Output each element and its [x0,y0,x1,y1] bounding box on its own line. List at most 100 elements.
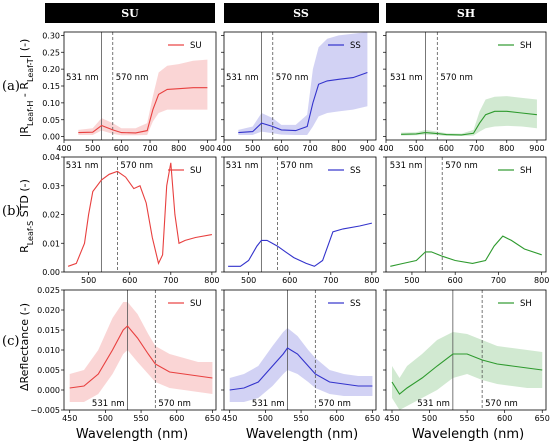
panel-a-su: 400 500 600 700 800 900 0.00 0.05 0.10 0.15 0.20 0.… [42,31,217,153]
annotation-531nm-a-ss: 531 nm [226,73,259,83]
std-band-a-su [78,59,208,136]
y-tick-label-b-su: 0.02 [42,211,60,220]
x-tick-label-b-su: 700 [163,276,178,285]
y-tick-label-c-su: 0.000 [37,386,60,395]
x-tick-label-a-su: 800 [171,144,186,153]
header-bar-su [45,3,215,23]
annotation-570nm-a-sh: 570 nm [440,73,473,83]
x-tick-label-b-sh: 500 [404,276,419,285]
annotation-570nm-b-sh: 570 nm [445,161,478,171]
y-tick-label-a-su: 0.30 [42,31,60,40]
std-band-c-sh [392,332,543,410]
header-label-su: SU [121,7,139,20]
y-tick-label-b-su: 0.00 [42,268,60,277]
x-tick-label-c-sh: 500 [422,414,437,423]
x-tick-label-c-ss: 550 [293,414,308,423]
x-tick-label-b-su: 800 [204,276,219,285]
panel-c-su: 450 500 550 600 650 −0.005 0.000 0.005 0.010 0.01… [30,286,220,423]
row-label-c: (c) [2,334,19,349]
x-tick-label-a-su: 600 [114,144,129,153]
row-label-b: (b) [2,204,20,219]
mean-line-a-su [78,87,208,134]
annotation-570nm-c-ss: 570 nm [318,399,351,409]
std-band-c-su [69,302,213,402]
y-tick-label-b-su: 0.01 [42,239,60,248]
legend-label-b-ss: SS [350,166,361,176]
x-tick-label-a-su: 500 [85,144,100,153]
x-tick-label-c-sh: 550 [459,414,474,423]
x-tick-label-a-su: 400 [56,144,71,153]
x-axis-label-ss: Wavelength (nm) [246,427,358,442]
x-tick-label-b-sh: 800 [534,276,549,285]
y-axis-label-c: ΔReflectance (-) [18,303,31,391]
x-tick-label-b-ss: 500 [241,276,256,285]
x-axis-label-su: Wavelength (nm) [76,427,188,442]
y-tick-label-c-su: 0.025 [37,286,60,295]
mean-line-c-sh [391,353,543,395]
x-tick-label-c-su: 500 [98,414,113,423]
x-tick-label-c-ss: 500 [258,414,273,423]
annotation-570nm-b-ss: 570 nm [280,161,313,171]
legend-label-a-sh: SH [520,41,532,51]
x-tick-label-a-su: 900 [200,144,215,153]
panel-b-sh: 500 600 700 800 531 nm 570 nm SH [383,156,549,285]
annotation-570nm-b-su: 570 nm [120,161,153,171]
y-tick-label-a-su: 0.00 [42,133,60,142]
panel-grid: 400 500 600 700 800 900 0.00 0.05 0.10 0.15 0.20 0.… [30,31,549,423]
mean-line-c-su [69,325,213,389]
y-tick-label-a-su: 0.05 [42,116,60,125]
std-band-a-sh [401,96,537,136]
x-axis-label-sh: Wavelength (nm) [412,427,524,442]
x-tick-label-b-sh: 600 [448,276,463,285]
annotation-531nm-c-ss: 531 nm [252,399,285,409]
header-label-sh: SH [457,7,475,20]
annotation-531nm-a-sh: 531 nm [390,73,423,83]
x-tick-label-a-ss: 500 [245,144,260,153]
legend-label-c-sh: SH [520,299,532,309]
x-tick-label-a-sh: 400 [378,144,393,153]
x-tick-label-a-su: 700 [142,144,157,153]
x-tick-label-a-sh: 900 [529,144,544,153]
annotation-570nm-a-ss: 570 nm [276,73,309,83]
mean-line-b-su [67,162,212,267]
header-label-ss: SS [293,7,309,20]
y-axis-label-a: |RLeaf-H - RLeaf-T| (-) [18,39,35,138]
annotation-570nm-c-sh: 570 nm [485,399,518,409]
x-tick-label-c-ss: 650 [365,414,380,423]
x-tick-label-a-ss: 400 [216,144,231,153]
annotation-570nm-a-su: 570 nm [116,73,149,83]
header-bar-sh [386,3,547,23]
x-tick-label-c-su: 450 [62,414,77,423]
x-tick-label-c-sh: 650 [535,414,550,423]
y-tick-label-b-su: 0.04 [42,153,60,162]
y-tick-label-b-su: 0.03 [42,182,60,191]
y-tick-label-c-su: −0.005 [30,406,60,415]
row-label-a: (a) [2,79,20,94]
std-band-c-ss [229,328,373,402]
legend-label-a-su: SU [190,41,202,51]
x-tick-label-a-sh: 700 [469,144,484,153]
y-tick-label-a-su: 0.15 [42,82,60,91]
x-tick-label-a-sh: 500 [409,144,424,153]
x-tick-label-c-sh: 450 [384,414,399,423]
y-tick-label-a-su: 0.10 [42,99,60,108]
x-tick-label-c-su: 600 [169,414,184,423]
x-tick-label-b-su: 600 [122,276,137,285]
y-tick-label-c-su: 0.015 [37,326,60,335]
annotation-570nm-c-su: 570 nm [158,399,191,409]
annotation-531nm-b-su: 531 nm [66,161,99,171]
panel-a-ss: 400 500 600 700 800 900 531 nm 570 nm SS [216,31,377,153]
x-tick-label-c-su: 550 [133,414,148,423]
x-tick-label-b-ss: 600 [282,276,297,285]
x-tick-label-a-ss: 700 [302,144,317,153]
x-tick-label-a-sh: 800 [499,144,514,153]
annotation-531nm-c-su: 531 nm [92,399,125,409]
panel-b-ss: 500 600 700 800 531 nm 570 nm SS [221,156,380,285]
std-band-a-ss [238,32,368,135]
y-tick-label-a-su: 0.25 [42,48,60,57]
panel-c-ss: 450 500 550 600 650 531 nm 570 nm SS [221,289,380,423]
panel-b-su: 500 600 700 800 0.00 0.01 0.02 0.03 0.04 531 nm 57… [42,153,219,285]
annotation-531nm-b-sh: 531 nm [390,161,423,171]
y-tick-label-c-su: 0.010 [37,346,60,355]
